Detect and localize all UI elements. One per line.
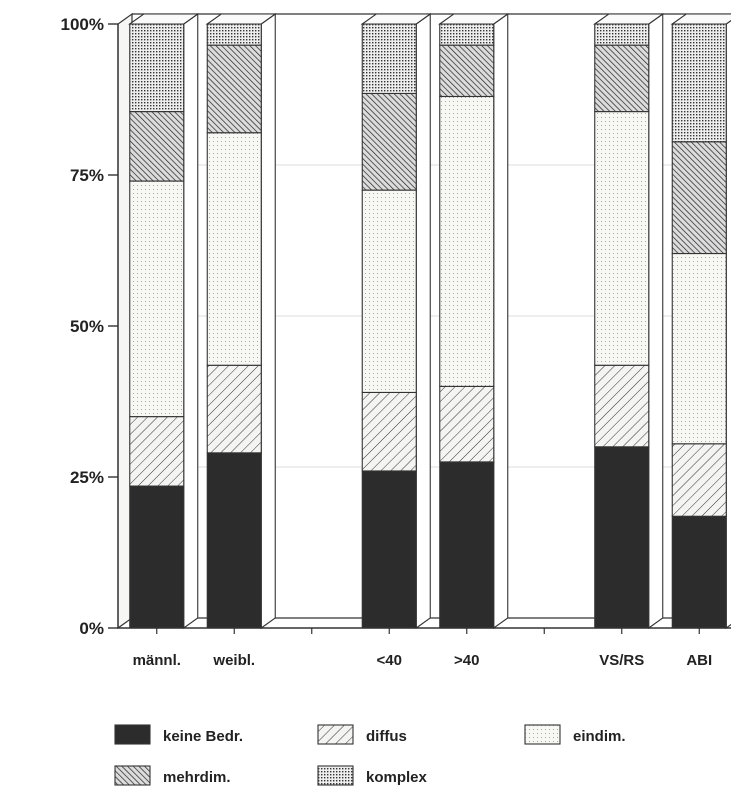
bar-segment bbox=[594, 111, 650, 366]
bar-segment bbox=[594, 446, 650, 629]
bar-segment bbox=[439, 95, 495, 387]
x-tick-label: ABI bbox=[686, 652, 712, 669]
bar-side-face bbox=[415, 12, 431, 630]
bar-segment bbox=[439, 23, 495, 46]
legend-label: keine Bedr. bbox=[163, 728, 243, 745]
legend-label: diffus bbox=[366, 728, 407, 745]
bar-segment bbox=[671, 141, 727, 255]
bar-segment bbox=[671, 23, 727, 143]
bar-segment bbox=[361, 23, 417, 95]
bar-side-face bbox=[260, 12, 276, 630]
legend-swatch bbox=[317, 724, 354, 745]
bar-segment bbox=[361, 189, 417, 393]
y-tick-label: 100% bbox=[61, 15, 104, 34]
bar-segment bbox=[206, 132, 262, 366]
bar-segment bbox=[129, 416, 185, 487]
axes: 0% 25% 50% 75% 100% männl. weibl. <40 >40 VS/RS AB… bbox=[61, 15, 731, 669]
bar-side-face bbox=[648, 12, 664, 630]
bar-side-face bbox=[493, 12, 509, 630]
x-tick-label: männl. bbox=[133, 652, 181, 669]
bar-segment bbox=[594, 23, 650, 46]
bar-segment bbox=[361, 92, 417, 191]
bar-segment bbox=[594, 44, 650, 113]
legend-label: komplex bbox=[366, 769, 428, 786]
bar-segment bbox=[439, 385, 495, 463]
bar-segment bbox=[206, 452, 262, 629]
legend-label: mehrdim. bbox=[163, 769, 231, 786]
legend-swatch bbox=[524, 724, 561, 745]
legend-swatch bbox=[114, 724, 151, 745]
legend: keine Bedr. diffus eindim. mehrdim. komplex bbox=[114, 724, 626, 786]
x-tick-label: VS/RS bbox=[599, 652, 644, 669]
bar-segment bbox=[594, 364, 650, 448]
legend-swatch bbox=[317, 765, 354, 786]
bar-top-face bbox=[438, 13, 510, 25]
bar-top-face bbox=[360, 13, 432, 25]
x-tick-label: weibl. bbox=[212, 652, 255, 669]
bar-top-face bbox=[205, 13, 277, 25]
bar-segment bbox=[206, 23, 262, 46]
bar-segment bbox=[671, 515, 727, 629]
bar-segment bbox=[439, 44, 495, 98]
bar-top-face bbox=[128, 13, 200, 25]
bar-segment bbox=[206, 364, 262, 454]
x-tick-label: <40 bbox=[377, 652, 402, 669]
bar-top-face bbox=[593, 13, 665, 25]
bar-segment bbox=[206, 44, 262, 134]
y-tick-label: 50% bbox=[70, 317, 104, 336]
y-tick-label: 75% bbox=[70, 166, 104, 185]
bar-segment bbox=[671, 252, 727, 445]
y-tick-label: 0% bbox=[79, 619, 104, 638]
bar-segment bbox=[129, 180, 185, 418]
bar-side-face bbox=[183, 12, 199, 630]
bars bbox=[128, 12, 731, 630]
bar-segment bbox=[129, 111, 185, 182]
legend-swatch bbox=[114, 765, 151, 786]
bar-segment bbox=[129, 23, 185, 113]
bar-segment bbox=[671, 443, 727, 517]
bar-top-face bbox=[670, 13, 731, 25]
bar-side-face bbox=[725, 19, 731, 630]
bar-segment bbox=[439, 461, 495, 629]
bar-segment bbox=[361, 470, 417, 629]
y-tick-label: 25% bbox=[70, 468, 104, 487]
bar-segment bbox=[129, 485, 185, 629]
bar-segment bbox=[361, 391, 417, 472]
x-tick-label: >40 bbox=[454, 652, 479, 669]
legend-label: eindim. bbox=[573, 728, 626, 745]
